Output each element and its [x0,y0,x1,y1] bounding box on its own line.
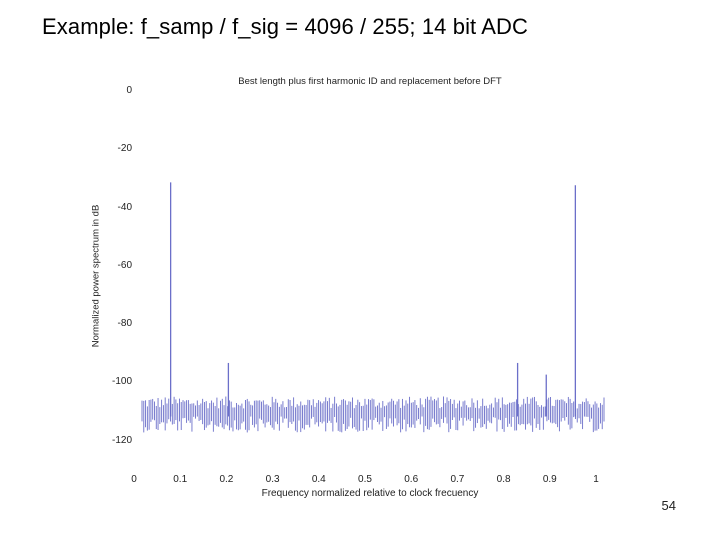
x-tick-label: 0.8 [496,474,511,485]
x-axis-label: Frequency normalized relative to clock f… [261,488,479,499]
spectrum-series [141,182,605,433]
y-tick-label: -120 [111,434,132,446]
y-tick-label: -40 [117,201,132,213]
y-tick-label: 0 [126,85,132,96]
x-tick-label: 0.3 [265,474,280,485]
page-number: 54 [661,498,676,513]
y-tick-label: -80 [117,318,132,330]
y-tick-label: -100 [111,376,132,388]
x-tick-label: 0 [131,474,137,485]
chart-title: Best length plus first harmonic ID and r… [238,76,502,87]
x-tick-label: 0.5 [358,474,372,485]
x-tick-label: 0.9 [542,474,557,485]
x-tick-label: 0.6 [404,474,419,485]
x-tick-label: 1 [593,474,599,485]
y-tick-label: -20 [117,143,132,155]
y-tick-label: -60 [117,259,132,271]
slide-title: Example: f_samp / f_sig = 4096 / 255; 14… [42,14,529,39]
x-tick-label: 0.7 [450,474,465,485]
x-tick-label: 0.1 [173,474,188,485]
x-tick-label: 0.4 [311,474,326,485]
x-tick-label: 0.2 [219,474,234,485]
